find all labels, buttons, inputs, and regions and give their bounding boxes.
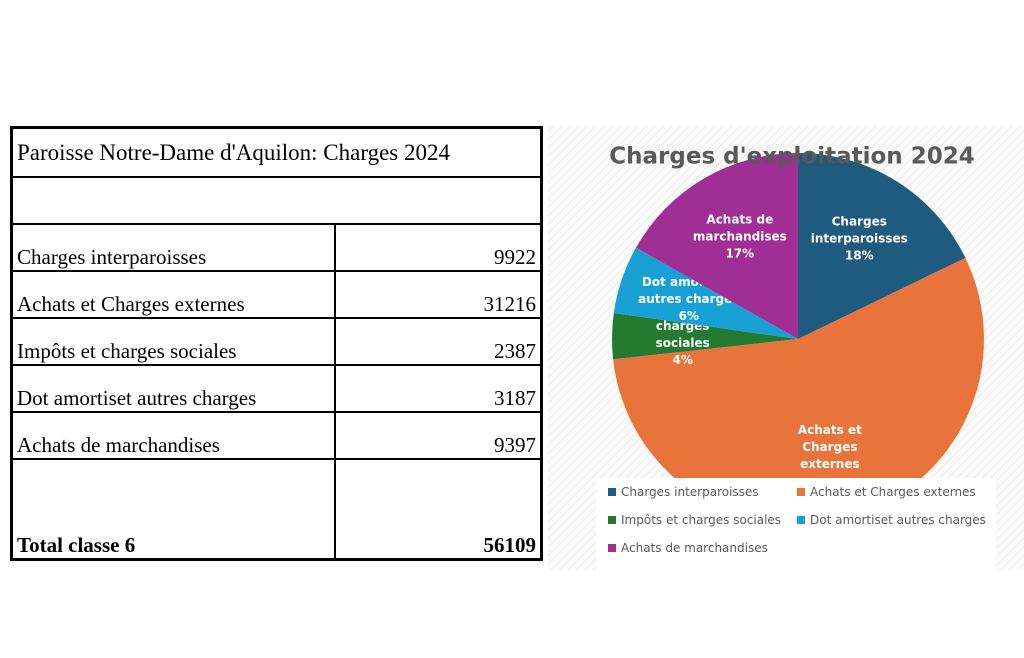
chart-title: Charges d'exploitation 2024	[609, 144, 974, 170]
row-label: Achats et Charges externes	[10, 270, 336, 319]
pie-slice	[613, 247, 798, 339]
table-row: Charges interparoisses 9922	[10, 223, 543, 272]
table-row: Impôts et charges sociales 2387	[10, 317, 543, 366]
slice-label: Charges interparoisses	[811, 214, 908, 245]
legend-label: Achats de marchandises	[621, 541, 768, 555]
total-row: Total classe 6 56109	[10, 458, 543, 561]
total-label: Total classe 6	[10, 458, 336, 561]
legend-swatch	[608, 488, 616, 496]
row-value: 2387	[334, 317, 543, 366]
legend-label: Impôts et charges sociales	[621, 513, 781, 527]
pie-slice	[613, 257, 984, 525]
legend-swatch	[797, 488, 805, 496]
legend-swatch	[608, 516, 616, 524]
legend-background	[596, 478, 996, 570]
row-label: Achats de marchandises	[10, 411, 336, 460]
table-title: Paroisse Notre-Dame d'Aquilon: Charges 2…	[10, 126, 543, 178]
legend-label: Charges interparoisses	[621, 485, 759, 499]
slice-value-label: 6%	[679, 309, 699, 323]
slice-value-label: 17%	[725, 246, 754, 260]
legend-label: Achats et Charges externes	[810, 485, 976, 499]
empty-row	[10, 176, 543, 225]
slice-value-label: 4%	[673, 353, 693, 367]
row-label: Dot amortiset autres charges	[10, 364, 336, 413]
table-row: Dot amortiset autres charges 3187	[10, 364, 543, 413]
pie-slice	[635, 153, 798, 339]
table-row: Achats et Charges externes 31216	[10, 270, 543, 319]
legend-swatch	[608, 544, 616, 552]
slice-label: Achats de marchandises	[693, 212, 787, 243]
legend-swatch	[797, 516, 805, 524]
row-value: 9397	[334, 411, 543, 460]
legend-label: Dot amortiset autres charges	[810, 513, 986, 527]
slice-label: Achats et Charges externes	[798, 423, 862, 471]
row-value: 3187	[334, 364, 543, 413]
slice-value-label: 18%	[845, 248, 874, 262]
row-value: 9922	[334, 223, 543, 272]
row-label: Impôts et charges sociales	[10, 317, 336, 366]
pie-slice	[612, 313, 798, 360]
row-value: 31216	[334, 270, 543, 319]
data-table: Paroisse Notre-Dame d'Aquilon: Charges 2…	[10, 126, 543, 561]
row-label: Charges interparoisses	[10, 223, 336, 272]
table-row: Achats de marchandises 9397	[10, 411, 543, 460]
total-value: 56109	[334, 458, 543, 561]
pie-slice	[798, 153, 966, 339]
